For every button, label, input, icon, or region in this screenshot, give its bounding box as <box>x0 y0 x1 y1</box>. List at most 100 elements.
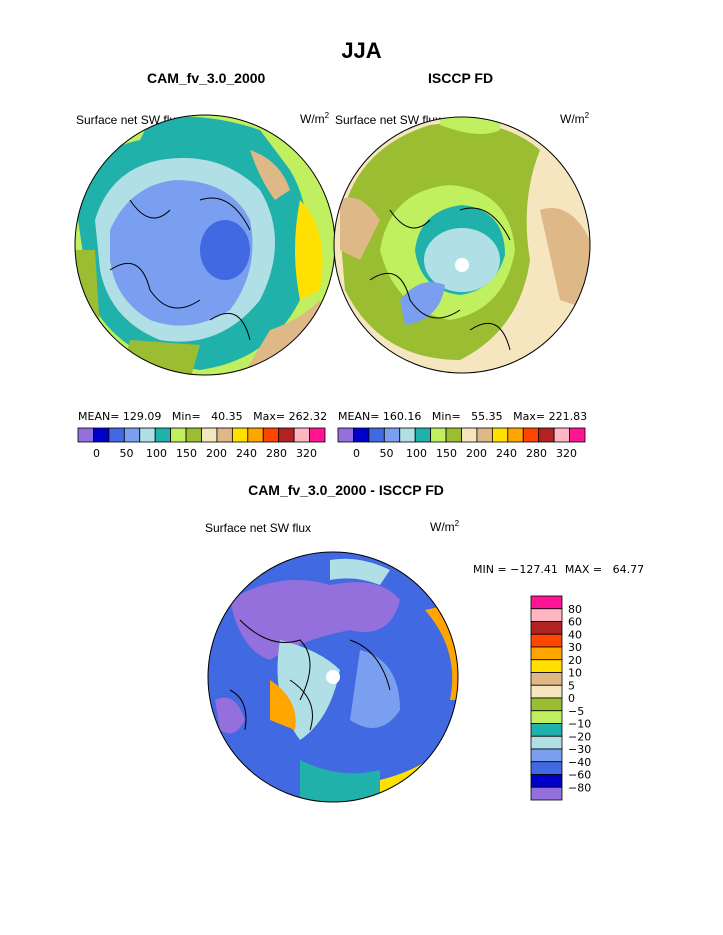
colorbar-tick-label: 320 <box>296 447 317 460</box>
colorbar-box <box>569 427 586 443</box>
colorbar-box <box>154 427 172 443</box>
colorbar-box <box>231 427 249 443</box>
mean-label: MEAN= <box>338 410 380 423</box>
colorbar-box <box>93 427 110 443</box>
colorbar-tick-label: −60 <box>568 769 591 782</box>
colorbar-tick-label: −10 <box>568 718 591 731</box>
colorbar-tick-label: −40 <box>568 756 591 769</box>
panel-2-map <box>334 117 590 373</box>
colorbar-box <box>247 427 264 443</box>
colorbar-box <box>309 427 326 443</box>
colorbar-box <box>353 427 370 443</box>
colorbar-box <box>216 427 233 443</box>
units-sup: 2 <box>584 111 590 120</box>
mean-value: 129.09 <box>122 410 162 423</box>
panel-1-colorbar: 0 50 100 150 200 240 280 320 <box>77 427 326 460</box>
colorbar-tick-label: 200 <box>466 447 487 460</box>
panel-1-map <box>75 115 335 375</box>
colorbar-box <box>530 659 563 673</box>
colorbar-tick-label: 40 <box>568 628 582 641</box>
colorbar-box <box>77 427 94 443</box>
colorbar-tick-label: −20 <box>568 730 591 743</box>
colorbar-box <box>108 427 125 443</box>
panel-2-colorbar: 0 50 100 150 200 240 280 320 <box>337 427 586 460</box>
panel-2-missing-pole <box>455 258 469 272</box>
colorbar-tick-label: 10 <box>568 667 582 680</box>
mean-label: MEAN= <box>78 410 120 423</box>
units-text: W/m <box>430 520 455 534</box>
colorbar-box <box>530 608 563 622</box>
panel-2-units: W/m2 <box>560 111 589 126</box>
colorbar-tick-label: 150 <box>436 447 457 460</box>
units-sup: 2 <box>324 111 330 120</box>
diff-variable: Surface net SW flux <box>205 521 312 535</box>
colorbar-tick-label: 0 <box>93 447 100 460</box>
colorbar-box <box>530 761 563 775</box>
min-label: Min= <box>431 410 461 423</box>
colorbar-tick-label: 240 <box>496 447 517 460</box>
colorbar-tick-label: 0 <box>353 447 360 460</box>
colorbar-box <box>262 427 280 443</box>
min-value: 40.35 <box>211 410 243 423</box>
diff-subtitle: CAM_fv_3.0_2000 - ISCCP FD <box>248 482 444 498</box>
panel-2-coastlines <box>369 207 511 351</box>
panel-1-subtitle: CAM_fv_3.0_2000 <box>147 70 266 86</box>
colorbar-tick-label: 0 <box>568 692 575 705</box>
colorbar-box <box>337 427 354 443</box>
mean-value: 160.16 <box>382 410 422 423</box>
colorbar-box <box>530 684 563 699</box>
colorbar-tick-label: 280 <box>526 447 547 460</box>
diff-missing-pole <box>326 670 340 684</box>
colorbar-tick-label: 150 <box>176 447 197 460</box>
max-label: Max= <box>253 410 286 423</box>
diff-border <box>207 551 459 803</box>
colorbar-box <box>383 427 401 443</box>
diff-minmax: MIN = −127.41 MAX = 64.77 <box>473 563 645 576</box>
colorbar-box <box>278 427 295 443</box>
panel-2-border <box>333 116 591 374</box>
colorbar-tick-label: 5 <box>568 679 575 692</box>
colorbar-box <box>507 427 524 443</box>
colorbar-tick-label: 100 <box>406 447 427 460</box>
colorbar-tick-label: 200 <box>206 447 227 460</box>
colorbar-box <box>530 748 563 763</box>
colorbar-tick-label: 240 <box>236 447 257 460</box>
colorbar-box <box>491 427 509 443</box>
colorbar-tick-label: 50 <box>120 447 134 460</box>
colorbar-tick-label: 20 <box>568 654 582 667</box>
panel-1-stats: MEAN= 129.09 Min= 40.35 Max= 262.32 <box>78 410 327 423</box>
colorbar-box <box>399 427 416 443</box>
colorbar-box <box>530 646 563 661</box>
colorbar-tick-label: 80 <box>568 603 582 616</box>
colorbar-box <box>530 735 563 750</box>
colorbar-box <box>530 786 563 801</box>
colorbar-box <box>170 427 187 443</box>
colorbar-box <box>414 427 432 443</box>
colorbar-box <box>530 710 563 724</box>
panel-1-coastlines <box>109 197 251 341</box>
colorbar-box <box>139 427 156 443</box>
units-text: W/m <box>560 112 585 126</box>
colorbar-box <box>368 427 385 443</box>
panel-1-variable: Surface net SW flux <box>76 113 183 127</box>
colorbar-tick-label: −5 <box>568 705 584 718</box>
colorbar-box <box>530 621 563 635</box>
colorbar-box <box>530 774 563 788</box>
colorbar-box <box>538 427 555 443</box>
max-label: Max= <box>513 410 546 423</box>
colorbar-box <box>530 672 563 686</box>
colorbar-tick-label: 280 <box>266 447 287 460</box>
colorbar-box <box>530 633 563 648</box>
colorbar-box <box>201 427 218 443</box>
colorbar-box <box>461 427 478 443</box>
colorbar-box <box>476 427 493 443</box>
figure-title: JJA <box>341 38 382 63</box>
colorbar-tick-label: −30 <box>568 743 591 756</box>
panel-1-units: W/m2 <box>300 111 329 126</box>
colorbar-tick-label: 30 <box>568 641 582 654</box>
units-text: W/m <box>300 112 325 126</box>
colorbar-box <box>430 427 447 443</box>
panel-2-variable: Surface net SW flux <box>335 113 442 127</box>
